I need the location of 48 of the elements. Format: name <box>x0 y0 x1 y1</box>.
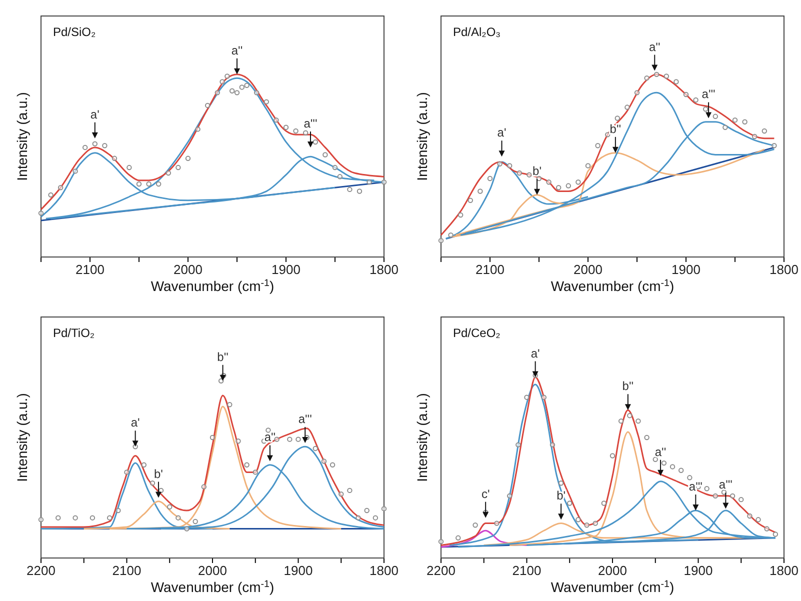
y-axis-title: Intensity (a.u.) <box>14 92 30 181</box>
x-tick-label: 2000 <box>198 563 227 578</box>
annotation: b' <box>154 466 163 481</box>
x-tick-label: 1900 <box>684 563 713 578</box>
annotation: b' <box>532 164 542 178</box>
annotation: a'' <box>649 40 660 54</box>
x-tick-label: 2200 <box>26 563 56 578</box>
chart-title: Pd/CeO₂ <box>453 326 501 340</box>
chart-title: Pd/SiO₂ <box>53 25 96 39</box>
x-tick-label: 1800 <box>370 262 398 278</box>
x-tick-label: 1900 <box>672 262 700 278</box>
annotation: a''' <box>718 478 732 492</box>
y-axis-title: Intensity (a.u.) <box>414 393 430 482</box>
x-axis-title: Wavenumber (cm$^{-1}$) <box>150 578 274 595</box>
annotation: b'' <box>610 122 622 136</box>
x-tick-label: 2200 <box>426 563 456 578</box>
annotation: a''' <box>304 116 318 130</box>
y-axis-title: Intensity (a.u.) <box>14 393 30 482</box>
x-tick-label: 1800 <box>770 262 798 278</box>
x-axis-title: Wavenumber (cm$^{-1}$) <box>150 278 274 294</box>
x-tick-label: 2100 <box>112 563 142 578</box>
chart-title: Pd/Al₂O₃ <box>453 25 501 39</box>
x-tick-label: 2000 <box>574 262 602 278</box>
annotation: a'' <box>654 444 666 459</box>
annotation: a''' <box>298 412 312 426</box>
x-tick-label: 1900 <box>272 262 300 278</box>
x-axis-title: Wavenumber (cm$^{-1}$) <box>550 278 674 294</box>
y-axis-title: Intensity (a.u.) <box>414 92 430 181</box>
annotation: a' <box>497 126 506 140</box>
annotation: a' <box>130 416 140 430</box>
annotation: c' <box>481 486 490 501</box>
annotation: a'' <box>231 43 243 58</box>
x-tick-label: 2000 <box>174 262 202 278</box>
annotation: b'' <box>217 350 228 364</box>
annotation: b'' <box>622 379 634 394</box>
x-tick-label: 2100 <box>476 262 504 278</box>
x-axis-title: Wavenumber (cm$^{-1}$) <box>550 578 674 595</box>
chart-title: Pd/TiO₂ <box>53 326 95 340</box>
annotation: a' <box>90 107 100 122</box>
x-tick-label: 1800 <box>770 563 798 578</box>
x-tick-label: 2000 <box>598 563 627 578</box>
x-tick-label: 1900 <box>284 563 313 578</box>
annotation: a''' <box>702 87 716 102</box>
annotation: a'' <box>264 430 276 444</box>
x-tick-label: 1800 <box>370 563 398 578</box>
x-tick-label: 2100 <box>76 262 104 278</box>
annotation: a' <box>530 346 540 360</box>
x-tick-label: 2100 <box>512 563 542 578</box>
